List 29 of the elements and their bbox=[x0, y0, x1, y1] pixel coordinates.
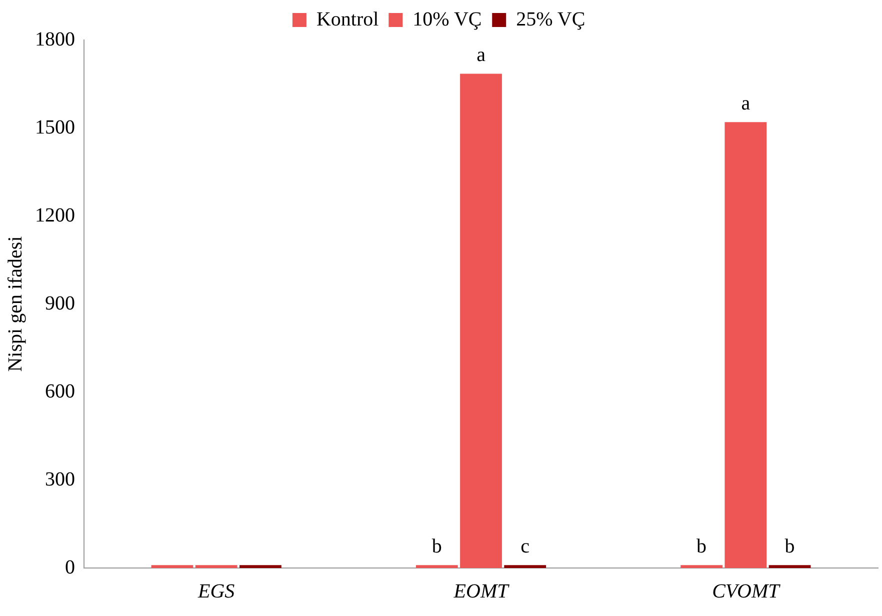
bar bbox=[504, 565, 546, 568]
legend-label: 10% VÇ bbox=[412, 8, 482, 30]
data-label: c bbox=[520, 535, 530, 558]
y-tick-label: 600 bbox=[45, 380, 75, 402]
y-tick-label: 900 bbox=[45, 292, 75, 314]
bar bbox=[416, 565, 458, 568]
y-tick-label: 0 bbox=[65, 556, 75, 578]
bar bbox=[724, 122, 767, 568]
data-label: a bbox=[476, 44, 486, 66]
y-tick-label: 1800 bbox=[35, 28, 75, 50]
data-label: b bbox=[696, 535, 707, 558]
legend-label: 25% VÇ bbox=[516, 8, 586, 30]
y-tick-label: 300 bbox=[45, 468, 75, 490]
data-label: a bbox=[741, 92, 750, 114]
y-tick-label: 1200 bbox=[35, 204, 75, 226]
bar bbox=[239, 565, 282, 568]
bar bbox=[680, 565, 723, 568]
legend-label: Kontrol bbox=[316, 8, 380, 30]
bar bbox=[195, 565, 238, 568]
bar bbox=[151, 565, 194, 568]
data-label: b bbox=[432, 535, 442, 558]
x-tick-label: CVOMT bbox=[712, 580, 782, 602]
bar bbox=[460, 74, 502, 568]
y-tick-label: 1500 bbox=[35, 116, 75, 138]
y-axis-title: Nispi gen ifadesi bbox=[4, 236, 26, 372]
bar bbox=[768, 565, 811, 568]
x-tick-label: EGS bbox=[196, 580, 235, 602]
x-tick-label: EOMT bbox=[452, 580, 510, 602]
data-label: b bbox=[784, 535, 795, 558]
